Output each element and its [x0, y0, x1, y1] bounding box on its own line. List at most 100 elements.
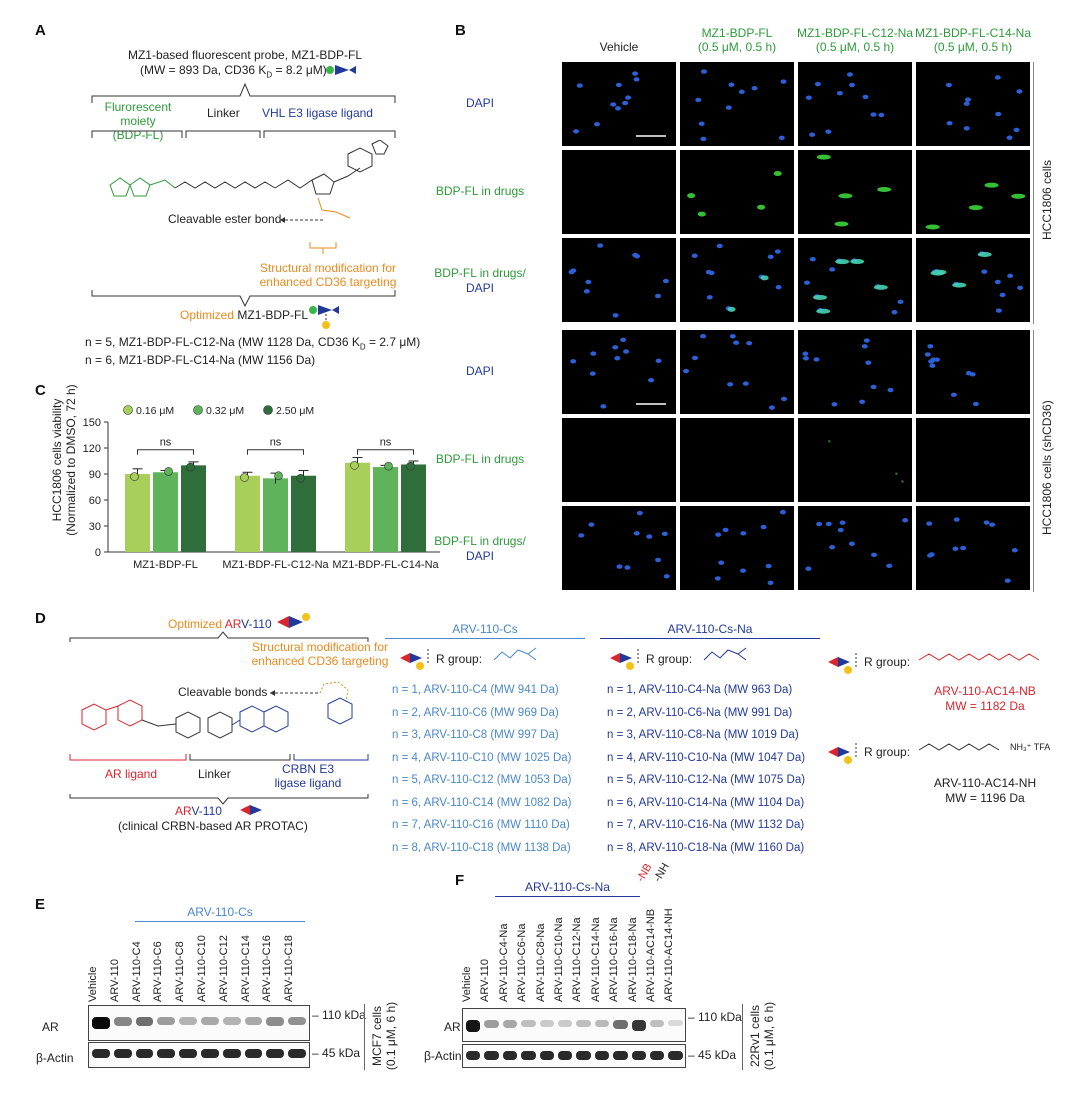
cleavable-ester: Cleavable ester bond	[168, 212, 282, 226]
ar-ligand: AR ligand	[105, 767, 158, 781]
micrograph-r5-c2	[798, 506, 912, 590]
data-point	[130, 472, 139, 481]
y-tick-label: 60	[89, 495, 101, 507]
f-cells: 22Rv1 cells (0.1 μM, 6 h)	[748, 1001, 776, 1071]
csna-item: n = 6, ARV-110-C14-Na (MW 1104 Da)	[607, 796, 805, 809]
ar-band	[222, 1017, 241, 1025]
nh-label: ARV-110-AC14-NH MW = 1196 Da	[933, 776, 1037, 805]
lane-label: ARV-110-C18-Na	[626, 917, 639, 1002]
ar-band	[576, 1020, 591, 1028]
viability-chart: 0 30 60 90 120 150 0.16 μM 0.32 μM 2.50 μM ns MZ1-…	[83, 405, 440, 571]
sig-bracket	[247, 449, 304, 455]
lane-label: ARV-110-AC14-NB	[645, 908, 657, 1002]
cs-header: ARV-110-Cs	[452, 622, 518, 636]
y-tick-label: 0	[95, 547, 101, 559]
arv110-name: ARV-110	[175, 804, 222, 818]
ar-band	[484, 1020, 499, 1029]
data-point	[350, 461, 359, 470]
sig-label: ns	[380, 437, 392, 449]
f-group-line	[495, 896, 640, 897]
e-cell-line	[364, 1004, 365, 1070]
opt-arv-icon	[277, 613, 310, 628]
sig-label: ns	[160, 437, 172, 449]
lane-label: ARV-110-C10	[196, 935, 208, 1002]
ar-band	[558, 1020, 573, 1027]
actin-band	[668, 1051, 683, 1060]
ar-band	[244, 1017, 263, 1025]
actin-band	[244, 1049, 263, 1058]
ar-band	[594, 1020, 610, 1028]
group-line-top	[1033, 62, 1034, 324]
lane-label: ARV-110-C12	[217, 935, 230, 1002]
actin-band	[558, 1051, 573, 1060]
data-point	[240, 473, 249, 482]
lane-label: ARV-110-C4-Na	[497, 923, 510, 1002]
top-brace	[91, 82, 396, 103]
e-group: ARV-110-Cs	[187, 905, 253, 919]
bottom-brace	[91, 290, 396, 308]
actin-band	[466, 1051, 481, 1060]
bar	[345, 462, 370, 552]
actin-band	[521, 1051, 536, 1060]
cs-header-line	[385, 638, 585, 639]
lane-label: ARV-110-C8	[174, 941, 187, 1002]
lane-label: Vehicle	[461, 966, 473, 1002]
cs-item: n = 5, ARV-110-C12 (MW 1053 Da)	[392, 774, 572, 786]
row-label-0: DAPI	[465, 96, 494, 110]
csna-item: n = 7, ARV-110-C16-Na (MW 1132 Da)	[607, 819, 805, 831]
e-actin-blot	[88, 1042, 310, 1068]
bar	[373, 467, 398, 552]
lane-label: ARV-110-AC14-NH	[663, 908, 676, 1002]
lane-label: ARV-110-C14	[239, 935, 252, 1002]
e-actin-label: β-Actin	[36, 1051, 74, 1065]
row-label-4: BDP-FL in drugs	[435, 452, 525, 466]
actin-band	[222, 1049, 241, 1058]
bar	[235, 475, 260, 552]
col-header-0: Vehicle	[599, 40, 639, 54]
arv-structure	[81, 699, 289, 739]
moiety-braces	[91, 130, 396, 138]
ar-band	[650, 1020, 665, 1028]
ar-band	[92, 1017, 110, 1029]
moiety-vhl: VHL E3 ligase ligand	[262, 106, 373, 120]
lane-label: Vehicle	[87, 966, 99, 1002]
csna-rgroup-icon	[610, 649, 639, 670]
f-actin-label: β-Actin	[424, 1049, 462, 1063]
micrograph-r2-c3	[916, 238, 1030, 322]
cleavable-bonds: Cleavable bonds	[178, 685, 268, 699]
d-linker: Linker	[198, 767, 231, 781]
micrograph-r5-c0	[562, 506, 676, 590]
bar	[153, 472, 178, 552]
actin-band	[594, 1051, 610, 1060]
panel-label-f: F	[455, 872, 465, 889]
y-tick-label: 90	[89, 469, 101, 481]
lane-label: ARV-110-C16	[261, 935, 274, 1002]
nb-rgroup-icon	[828, 653, 857, 674]
nh-tfa: NH₃⁺ TFA	[1010, 742, 1051, 752]
x-category-label: MZ1-BDP-FL-C12-Na	[222, 559, 329, 571]
cs-rgroup-icon	[400, 649, 429, 670]
row-label-1: BDP-FL in drugs	[435, 184, 525, 198]
probe-icon	[326, 65, 356, 75]
bar	[401, 464, 426, 552]
optimized-icon	[309, 305, 339, 329]
micrograph-r4-c0	[562, 418, 676, 502]
ar-band	[521, 1020, 536, 1028]
row-label-2: BDP-FL in drugs/DAPI	[434, 266, 526, 295]
nb-label: ARV-110-AC14-NB MW = 1182 Da	[934, 684, 1036, 713]
ar-band	[288, 1017, 306, 1026]
e-ar-label: AR	[42, 1020, 59, 1034]
mod-text-d: Structural modification for enhanced CD36…	[251, 640, 389, 668]
actin-band	[288, 1049, 306, 1058]
micrograph-r2-c1	[680, 238, 794, 322]
probe-mw: (MW = 893 Da, CD36 KD = 8.2 μM)	[140, 63, 327, 80]
data-point	[274, 471, 283, 481]
legend-label: 0.32 μM	[206, 405, 244, 417]
actin-band	[135, 1049, 154, 1058]
f-cell-line	[742, 1004, 743, 1070]
actin-band	[576, 1051, 591, 1060]
col-header-3: MZ1-BDP-FL-C14-Na (0.5 μM, 0.5 h)	[914, 26, 1031, 54]
d-moiety-braces	[69, 754, 369, 761]
panel-label-d: D	[35, 610, 46, 627]
ar-band	[135, 1017, 154, 1027]
